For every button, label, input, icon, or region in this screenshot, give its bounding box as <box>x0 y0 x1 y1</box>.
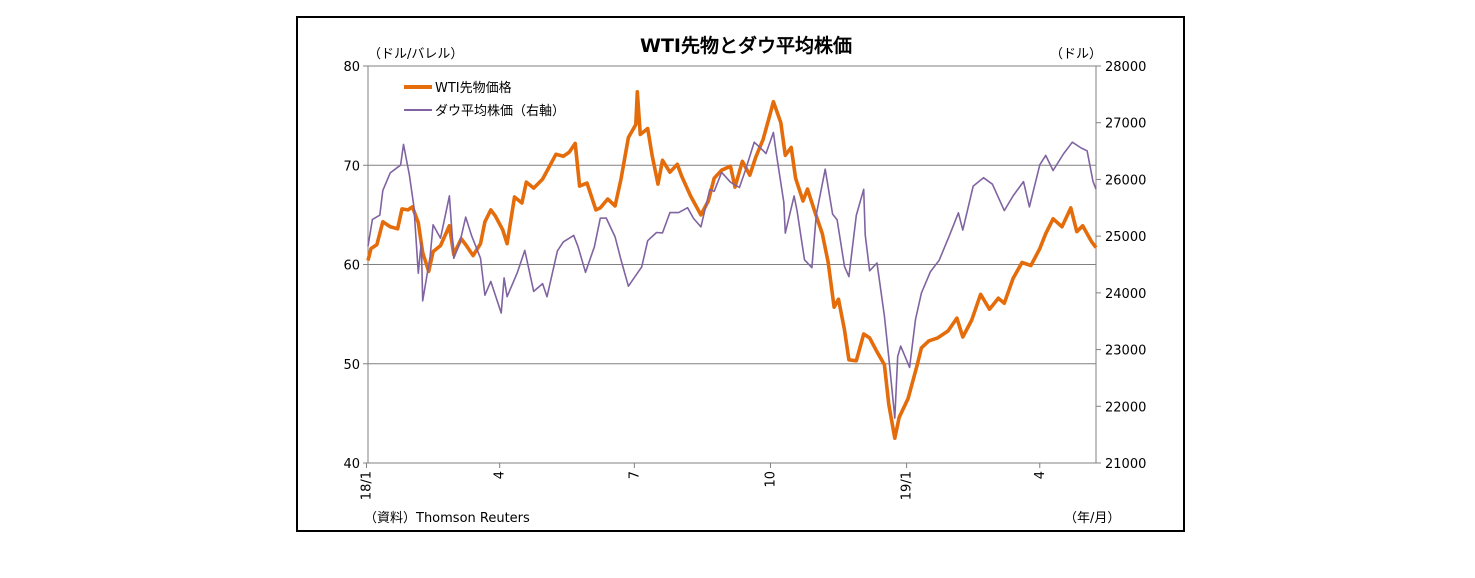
series-layer <box>366 90 1098 440</box>
series-line-dow <box>367 131 1097 419</box>
right-tick-label: 22000 <box>1105 400 1146 415</box>
x-tick-label: 4 <box>493 471 508 479</box>
x-tick-label: 19/1 <box>900 471 915 500</box>
chart-svg: 40 50 60 70 80 21000 22000 23000 24000 25000 26000… <box>343 34 1146 526</box>
source-note: （資料）Thomson Reuters <box>364 511 530 526</box>
x-axis-unit: （年/月） <box>1064 511 1120 526</box>
left-tick-label: 80 <box>343 60 360 75</box>
x-tick-label: 18/1 <box>360 471 375 500</box>
x-tick-label: 7 <box>627 471 642 479</box>
legend-label-dow: ダウ平均株価（右軸） <box>435 104 565 119</box>
chart-frame: 40 50 60 70 80 21000 22000 23000 24000 25000 26000… <box>296 16 1185 532</box>
left-tick-label: 70 <box>343 159 360 174</box>
right-axis-unit: （ドル） <box>1050 47 1102 62</box>
left-tick-label: 40 <box>343 457 360 472</box>
left-axis-unit: （ドル/バレル） <box>368 47 463 62</box>
left-tick-label: 60 <box>343 259 360 274</box>
right-tick-label: 26000 <box>1105 173 1146 188</box>
right-tick-label: 27000 <box>1105 117 1146 132</box>
right-tick-label: 25000 <box>1105 230 1146 245</box>
x-tick-label: 4 <box>1033 471 1048 479</box>
legend-label-wti: WTI先物価格 <box>435 80 512 96</box>
left-tick-label: 50 <box>343 358 360 373</box>
x-tick-label: 10 <box>763 471 778 488</box>
chart-title: WTI先物とダウ平均株価 <box>640 34 852 57</box>
right-tick-label: 23000 <box>1105 344 1146 359</box>
legend: WTI先物価格 ダウ平均株価（右軸） <box>404 80 565 119</box>
right-tick-label: 28000 <box>1105 60 1146 75</box>
axes: 40 50 60 70 80 21000 22000 23000 24000 25000 26000… <box>343 60 1146 500</box>
right-tick-label: 21000 <box>1105 457 1146 472</box>
right-tick-label: 24000 <box>1105 287 1146 302</box>
